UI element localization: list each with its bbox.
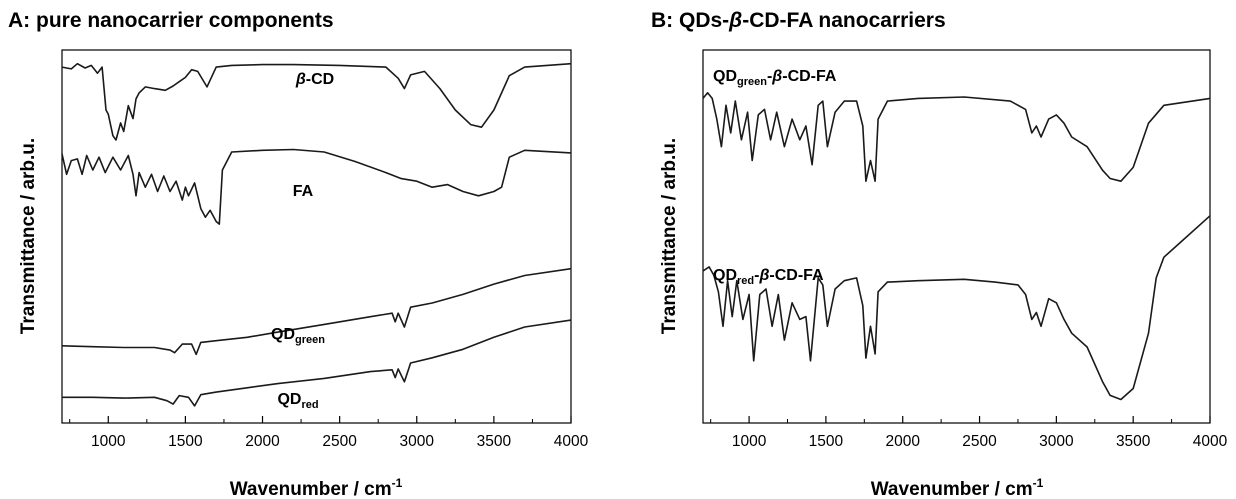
series-label: β-CD [295,71,334,88]
x-tick-label: 3500 [1116,433,1151,450]
series-label-part: - [767,68,772,85]
series-qd-green-cd-fa-line [702,92,1211,182]
panel-b-title-part: β [728,9,742,32]
series-label-part: red [737,275,754,287]
series-label-part: -CD-FA [782,68,837,85]
x-tick-label: 2000 [885,433,920,450]
panel-a-traces [61,62,572,407]
x-tick-label: 1500 [168,433,203,450]
series-label-part: - [754,267,759,284]
panel-a: A: pure nanocarrier components Transmitt… [8,9,589,499]
xlabel-superscript: -1 [1033,476,1044,490]
x-tick-label: 1000 [732,433,767,450]
series-label: QDred [277,391,318,411]
series-label-part: QD [271,326,295,343]
panel-b-plot-frame [702,49,1211,424]
x-tick-label: 3000 [1039,433,1074,450]
x-tick-label: 2000 [245,433,280,450]
panel-a-title: A: pure nanocarrier components [8,9,334,32]
panel-b-ylabel: Transmittance / arb.u. [659,138,680,334]
panel-b-x-ticks: 1000 1500 2000 2500 3000 3500 4000 [710,416,1228,450]
series-label: QDgreen [271,326,325,346]
panel-b-title-part: -CD-FA nanocarriers [742,9,945,32]
x-tick-label: 2500 [962,433,997,450]
x-tick-label: 3500 [477,433,512,450]
x-tick-label: 3000 [400,433,435,450]
series-label-part: QD [713,68,737,85]
series-label: FA [293,183,314,200]
panel-a-xlabel: Wavenumber / cm-1 [230,476,403,499]
panel-b-title: B: QDs-β-CD-FA nanocarriers [651,9,946,32]
series-label: QDgreen-β-CD-FA [713,68,837,88]
x-tick-label: 4000 [1193,433,1228,450]
series-label-part: β [771,68,782,85]
x-tick-label: 1000 [91,433,126,450]
series-label-part: green [295,334,325,346]
panel-a-plot-frame [61,49,572,424]
panel-b: B: QDs-β-CD-FA nanocarriers Transmittanc… [651,9,1228,499]
series-label-part: -CD-FA [769,267,824,284]
panel-a-ylabel: Transmittance / arb.u. [18,138,39,334]
series-label: QDred-β-CD-FA [713,267,824,287]
x-tick-label: 1500 [809,433,844,450]
series-label-part: green [737,76,767,88]
series-fa-line [61,148,572,225]
series-qd-red-line [62,319,572,407]
series-qd-green-line [61,267,572,356]
series-label-part: QD [713,267,737,284]
x-tick-label: 4000 [554,433,589,450]
series-label-part: QD [277,391,301,408]
xlabel-superscript: -1 [392,476,403,490]
series-label-part: -CD [306,71,334,88]
series-label-part: red [301,399,318,411]
xlabel-part: Wavenumber / cm [871,479,1033,499]
panel-b-title-part: B: QDs- [651,9,729,32]
series-label-part: FA [293,183,314,200]
panel-a-x-ticks: 1000 1500 2000 2500 3000 3500 4000 [69,416,589,450]
xlabel-part: Wavenumber / cm [230,479,392,499]
series-qd-red-cd-fa-line [702,215,1211,401]
series--cd-line [61,62,572,141]
x-tick-label: 2500 [322,433,357,450]
series-label-part: β [295,71,306,88]
panel-b-traces [702,92,1211,401]
panel-b-xlabel: Wavenumber / cm-1 [871,476,1044,499]
series-label-part: β [758,267,769,284]
